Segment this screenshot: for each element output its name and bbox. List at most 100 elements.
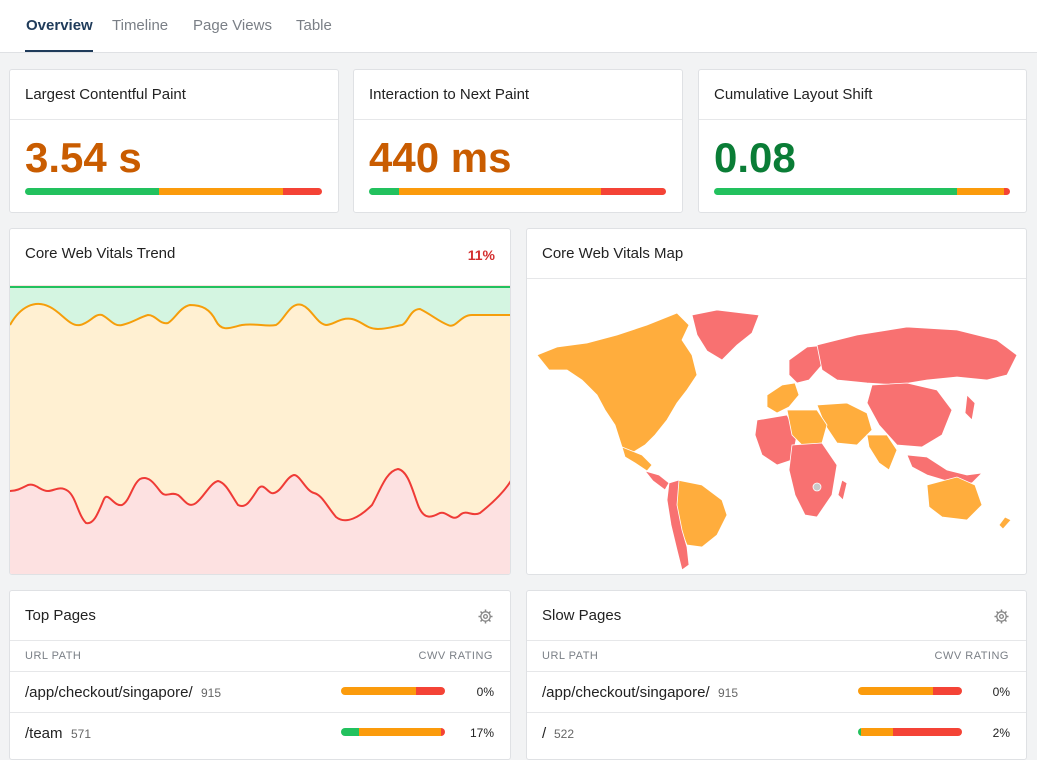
- divider: [527, 640, 1026, 641]
- cls-distribution-bar: [714, 188, 1010, 195]
- trend-percent: 11%: [467, 247, 495, 263]
- pageview-count: 915: [718, 686, 739, 700]
- tab-timeline[interactable]: Timeline: [112, 17, 169, 34]
- cwv-rating-header[interactable]: CWV RATING: [934, 650, 1009, 662]
- table-row[interactable]: /team 571 17%: [10, 712, 510, 753]
- cwv-rating-bar: [858, 687, 962, 695]
- table-row[interactable]: / 522 2%: [527, 712, 1026, 753]
- tab-overview[interactable]: Overview: [26, 17, 93, 34]
- needs-improvement-line: [10, 302, 510, 331]
- pageview-count: 571: [71, 727, 92, 741]
- needs-improvement-segment: [341, 687, 416, 695]
- cwv-trend-card: Core Web Vitals Trend 11%: [9, 228, 511, 575]
- url-path[interactable]: /: [542, 725, 547, 742]
- pageview-count: 915: [201, 686, 222, 700]
- needs-improvement-segment: [398, 188, 601, 195]
- gear-icon[interactable]: [994, 609, 1009, 624]
- south-america-west: [666, 479, 690, 571]
- africa-central-south: [788, 442, 838, 518]
- new-zealand: [998, 516, 1012, 530]
- good-area: [10, 287, 510, 329]
- good-percent: 0%: [992, 685, 1010, 699]
- divider: [527, 278, 1026, 279]
- southeast-asia: [906, 454, 984, 484]
- url-path[interactable]: /app/checkout/singapore/: [25, 684, 193, 701]
- china: [866, 382, 953, 448]
- cwv-map-card: Core Web Vitals Map: [526, 228, 1027, 575]
- poor-segment: [1004, 188, 1010, 195]
- url-path[interactable]: /team: [25, 725, 63, 742]
- gear-icon[interactable]: [478, 609, 493, 624]
- middle-east: [816, 402, 873, 446]
- poor-segment: [932, 687, 962, 695]
- table-row[interactable]: /app/checkout/singapore/ 915 0%: [10, 671, 510, 712]
- tab-bar: Overview Timeline Page Views Table: [0, 0, 1037, 53]
- url-path-header[interactable]: URL PATH: [542, 650, 599, 662]
- lcp-distribution-bar: [25, 188, 322, 195]
- inp-distribution-bar: [369, 188, 666, 195]
- poor-line: [10, 467, 510, 525]
- good-percent: 17%: [469, 726, 494, 740]
- divider: [10, 640, 510, 641]
- map-title: Core Web Vitals Map: [542, 245, 684, 262]
- poor-segment: [600, 188, 666, 195]
- needs-improvement-segment: [358, 728, 441, 736]
- top-pages-card: Top Pages URL PATH CWV RATING /app/check…: [9, 590, 511, 760]
- no-data-region: [812, 482, 822, 492]
- slow-pages-title: Slow Pages: [542, 607, 622, 624]
- good-segment: [858, 728, 862, 736]
- good-segment: [369, 188, 399, 195]
- lcp-value: 3.54 s: [25, 134, 142, 181]
- trend-title: Core Web Vitals Trend: [25, 245, 176, 262]
- lcp-card[interactable]: Largest Contentful Paint 3.54 s: [9, 69, 339, 213]
- europe-west: [766, 382, 800, 414]
- cwv-rating-header[interactable]: CWV RATING: [418, 650, 493, 662]
- divider: [10, 119, 338, 120]
- good-percent: 2%: [992, 726, 1010, 740]
- tab-table[interactable]: Table: [296, 17, 332, 34]
- europe-east: [788, 344, 828, 384]
- inp-card[interactable]: Interaction to Next Paint 440 ms: [353, 69, 683, 213]
- cwv-rating-bar: [341, 728, 445, 736]
- australia: [926, 476, 983, 521]
- needs-improvement-segment: [861, 728, 894, 736]
- poor-segment: [440, 728, 445, 736]
- table-row[interactable]: /app/checkout/singapore/ 915 0%: [527, 671, 1026, 712]
- trend-chart[interactable]: [10, 285, 511, 575]
- poor-segment: [415, 687, 445, 695]
- good-segment: [341, 728, 359, 736]
- slow-pages-card: Slow Pages URL PATH CWV RATING /app/chec…: [526, 590, 1027, 760]
- greenland: [691, 309, 760, 361]
- india: [866, 434, 898, 471]
- cls-card[interactable]: Cumulative Layout Shift 0.08: [698, 69, 1027, 213]
- madagascar: [837, 479, 848, 501]
- inp-value: 440 ms: [369, 134, 512, 181]
- needs-improvement-segment: [858, 687, 933, 695]
- lcp-title: Largest Contentful Paint: [25, 86, 186, 103]
- url-path-header[interactable]: URL PATH: [25, 650, 82, 662]
- divider: [699, 119, 1026, 120]
- world-map[interactable]: [527, 285, 1027, 575]
- russia: [816, 326, 1018, 386]
- good-percent: 0%: [476, 685, 494, 699]
- north-america: [536, 312, 698, 454]
- poor-segment: [283, 188, 322, 195]
- cwv-rating-bar: [341, 687, 445, 695]
- divider: [354, 119, 682, 120]
- needs-improvement-segment: [956, 188, 1005, 195]
- good-segment: [714, 188, 957, 195]
- needs-improvement-segment: [158, 188, 284, 195]
- active-tab-indicator: [25, 50, 93, 52]
- cls-value: 0.08: [714, 134, 796, 181]
- central-america-south: [643, 470, 670, 491]
- needs-improvement-area: [10, 303, 510, 524]
- tab-page-views[interactable]: Page Views: [193, 17, 272, 34]
- japan: [964, 394, 976, 421]
- url-path[interactable]: /app/checkout/singapore/: [542, 684, 710, 701]
- poor-segment: [893, 728, 962, 736]
- cls-title: Cumulative Layout Shift: [714, 86, 873, 103]
- top-pages-title: Top Pages: [25, 607, 96, 624]
- central-america-north: [621, 446, 653, 472]
- cwv-rating-bar: [858, 728, 962, 736]
- pageview-count: 522: [554, 727, 575, 741]
